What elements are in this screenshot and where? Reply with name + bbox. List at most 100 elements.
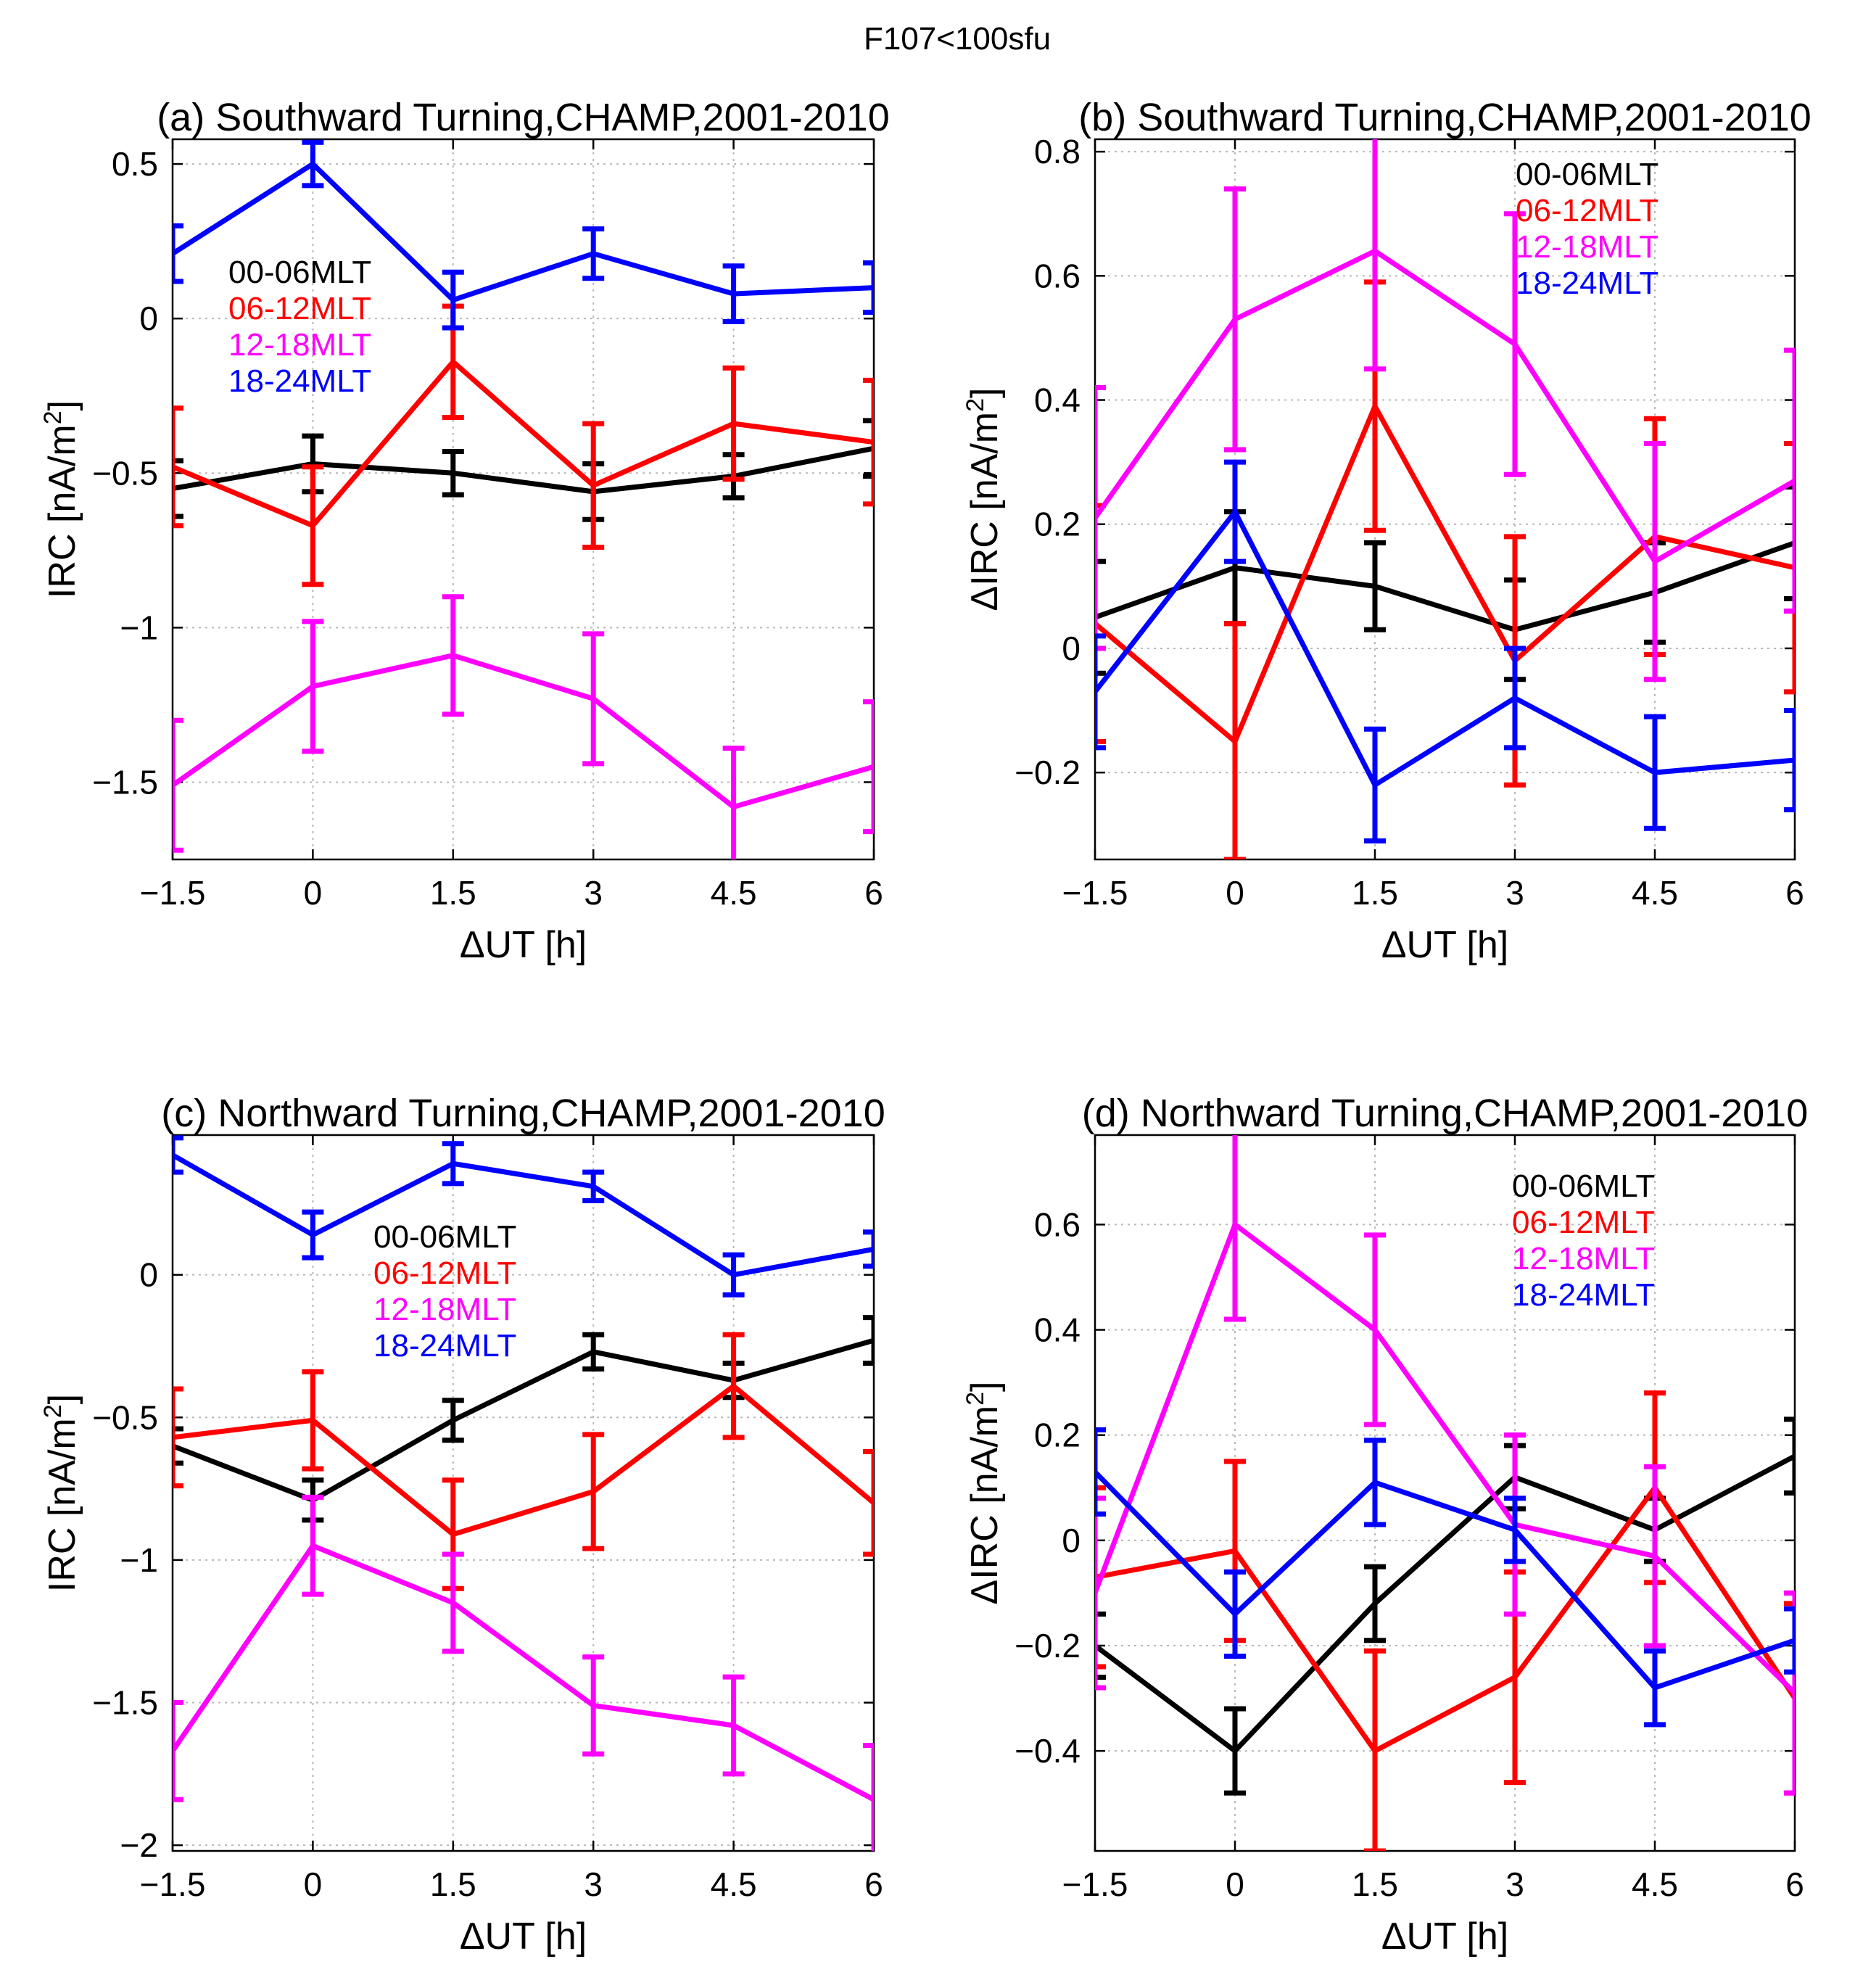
- x-tick-label: 0: [304, 1865, 323, 1903]
- y-axis-label-sup: 2: [962, 1392, 989, 1406]
- x-tick-label: 1.5: [430, 874, 476, 912]
- series-line-18-24MLT: [173, 161, 874, 303]
- series-line-00-06MLT: [173, 1337, 874, 1503]
- y-tick-label: −1.5: [92, 763, 158, 801]
- series-line-12-18MLT: [173, 1543, 874, 1802]
- y-axis-label: ΔIRC [nA/m2]: [962, 388, 1006, 611]
- x-tick-label: 6: [864, 874, 883, 912]
- x-tick-label: 6: [1785, 874, 1804, 912]
- y-axis-label: IRC [nA/m2]: [39, 1394, 83, 1592]
- series-line-12-18MLT: [173, 653, 874, 810]
- x-tick-label: 3: [1505, 874, 1524, 912]
- legend-entry: 12-18MLT: [373, 1292, 516, 1327]
- y-tick-label: −1.5: [92, 1684, 158, 1722]
- legend-entry: 06-12MLT: [1516, 193, 1658, 228]
- x-tick-label: 1.5: [1352, 874, 1398, 912]
- y-tick-label: 0.2: [1034, 1416, 1081, 1454]
- x-tick-label: 0: [304, 874, 323, 912]
- series-line-00-06MLT: [173, 445, 874, 495]
- panel-title: (c) Northward Turning,CHAMP,2001-2010: [161, 1092, 885, 1135]
- y-tick-label: −1: [120, 1541, 158, 1579]
- series-line-06-12MLT: [1095, 1485, 1795, 1754]
- x-tick-label: −1.5: [1062, 1865, 1128, 1903]
- y-tick-label: 0.2: [1034, 506, 1081, 543]
- x-axis-label: ΔUT [h]: [1381, 1915, 1508, 1958]
- y-tick-label: −0.4: [1015, 1732, 1081, 1770]
- x-axis-label: ΔUT [h]: [460, 924, 587, 966]
- x-tick-label: −1.5: [140, 874, 206, 912]
- legend-entry: 18-24MLT: [1512, 1277, 1655, 1313]
- y-tick-label: −0.5: [92, 1398, 158, 1436]
- figure-suptitle: F107<100sfu: [864, 21, 1051, 57]
- y-axis-label-tail: ]: [41, 400, 83, 411]
- axes-box: [171, 138, 875, 861]
- legend-entry: 06-12MLT: [1512, 1205, 1655, 1240]
- panel-title: (a) Southward Turning,CHAMP,2001-2010: [157, 96, 890, 139]
- series-group: [173, 1135, 874, 1851]
- series-line-06-12MLT: [173, 1383, 874, 1538]
- x-tick-label: 4.5: [1632, 874, 1678, 912]
- y-axis-label-main: ΔIRC [nA/m: [964, 1406, 1006, 1605]
- x-tick-label: −1.5: [1062, 874, 1128, 912]
- panel-title: (b) Southward Turning,CHAMP,2001-2010: [1078, 96, 1811, 139]
- y-axis-label-sup: 2: [39, 1404, 67, 1418]
- y-tick-label: −0.2: [1015, 754, 1081, 791]
- y-tick-label: 0: [139, 300, 158, 337]
- legend-entry: 00-06MLT: [373, 1219, 516, 1255]
- y-axis-label-tail: ]: [964, 388, 1006, 398]
- series-group: [1095, 1135, 1795, 1851]
- x-tick-label: 3: [584, 874, 603, 912]
- y-axis-label-main: ΔIRC [nA/m: [964, 412, 1006, 611]
- panel-title: (d) Northward Turning,CHAMP,2001-2010: [1082, 1092, 1809, 1135]
- y-tick-label: 0.8: [1034, 133, 1081, 170]
- x-tick-label: 4.5: [711, 1865, 757, 1903]
- y-tick-label: 0: [139, 1256, 158, 1294]
- series-line-00-06MLT: [1095, 1453, 1795, 1754]
- series-line-00-06MLT: [1095, 540, 1795, 632]
- legend-entry: 18-24MLT: [373, 1328, 516, 1364]
- y-axis-label-tail: ]: [964, 1382, 1006, 1392]
- y-tick-label: −2: [120, 1826, 158, 1864]
- y-tick-label: −0.2: [1015, 1627, 1081, 1665]
- legend-entry: 00-06MLT: [1516, 157, 1658, 192]
- panel-c: −1.5 0 1.5 3 4.5 6−2−1.5−1−0.50(c) Northward …: [39, 1092, 885, 1958]
- x-tick-label: 0: [1226, 874, 1244, 912]
- x-tick-label: 3: [1505, 1865, 1524, 1903]
- series-line-06-12MLT: [1095, 403, 1795, 744]
- panel-d: −1.5 0 1.5 3 4.5 6 −0.4 −0.2 0 0.2 0.4 0.6 (d) North…: [962, 1092, 1808, 1958]
- y-axis-label: IRC [nA/m2]: [39, 400, 83, 598]
- x-tick-label: 4.5: [711, 874, 757, 912]
- legend-entry: 12-18MLT: [228, 327, 371, 363]
- y-tick-label: 0.4: [1034, 381, 1081, 419]
- x-axis-label: ΔUT [h]: [1381, 924, 1508, 966]
- x-tick-label: 1.5: [430, 1865, 476, 1903]
- x-axis-label: ΔUT [h]: [460, 1915, 587, 1958]
- series-line-18-24MLT: [1095, 1470, 1795, 1691]
- series-line-18-24MLT: [173, 1152, 874, 1278]
- x-tick-label: 0: [1226, 1865, 1244, 1903]
- y-tick-label: −1: [120, 609, 158, 646]
- y-tick-label: 0: [1062, 1522, 1081, 1559]
- series-group: [173, 139, 874, 859]
- legend-entry: 12-18MLT: [1512, 1241, 1655, 1276]
- y-axis-label-sup: 2: [962, 398, 989, 412]
- y-tick-label: −0.5: [92, 454, 158, 492]
- x-tick-label: 3: [584, 1865, 603, 1903]
- x-tick-label: −1.5: [140, 1865, 206, 1903]
- series-line-06-12MLT: [173, 359, 874, 529]
- series-group: [1095, 139, 1795, 859]
- y-axis-label-sup: 2: [39, 411, 67, 424]
- legend-entry: 06-12MLT: [373, 1255, 516, 1291]
- legend-entry: 18-24MLT: [228, 363, 371, 399]
- series-line-12-18MLT: [1095, 1221, 1795, 1695]
- panel-a: −1.5 0 1.5 3 4.5 6 −1.5 −1 −0.5 0 0.5 (a) Southward…: [39, 96, 890, 966]
- series-line-12-18MLT: [1095, 248, 1795, 564]
- y-axis-label-main: IRC [nA/m: [41, 424, 83, 598]
- y-axis-label-tail: ]: [41, 1394, 83, 1404]
- legend-entry: 00-06MLT: [228, 255, 371, 290]
- y-axis-label: ΔIRC [nA/m2]: [962, 1382, 1006, 1605]
- x-tick-label: 6: [864, 1865, 883, 1903]
- axes-box: [1094, 1134, 1796, 1852]
- y-axis-label-main: IRC [nA/m: [41, 1418, 83, 1592]
- legend-entry: 18-24MLT: [1516, 265, 1658, 301]
